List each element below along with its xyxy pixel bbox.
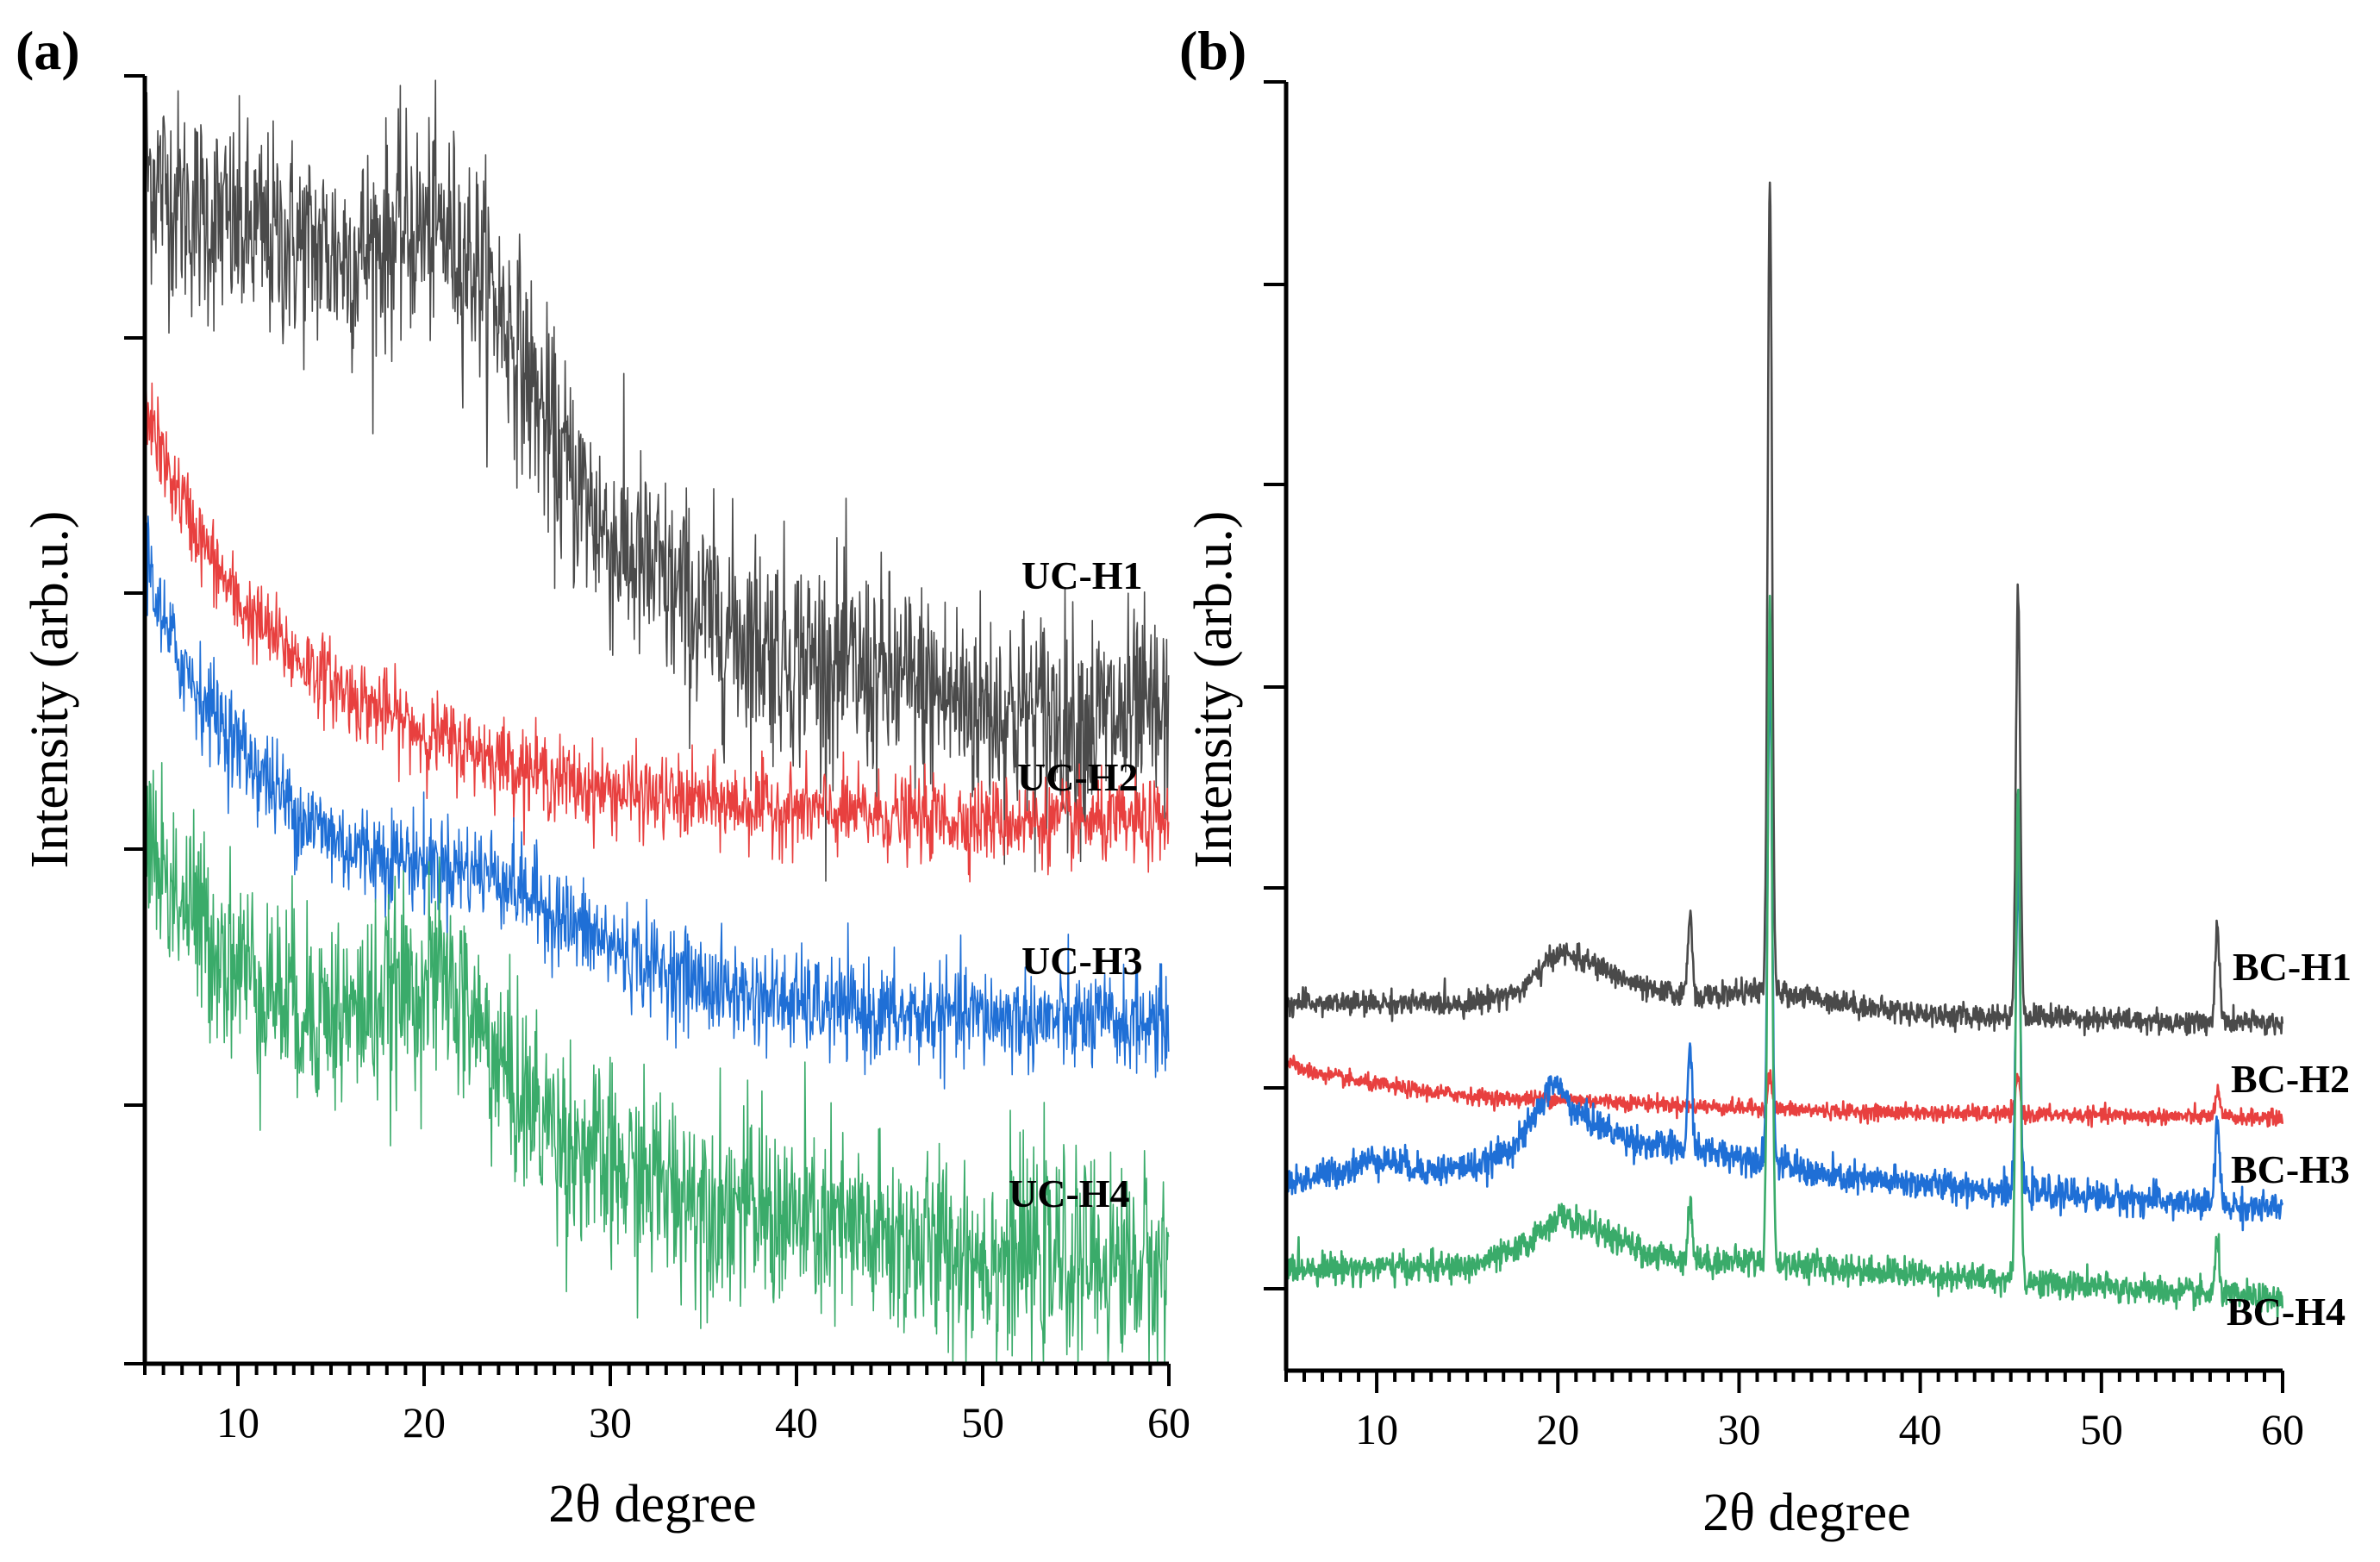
panel-b-x-tick-label: 40: [1899, 1405, 1942, 1453]
panel-b-label: (b): [1179, 20, 1246, 81]
panel-b-x-axis-title: 2θ degree: [1702, 1484, 1910, 1542]
series-label-uc-h1: UC-H1: [1021, 553, 1143, 597]
panel-a-x-axis-title: 2θ degree: [548, 1475, 756, 1534]
series-label-bc-h3: BC-H3: [2231, 1147, 2350, 1191]
panel-b-x-tick-label: 60: [2261, 1405, 2304, 1453]
trace-uc-h4: [144, 739, 1170, 1365]
series-label-uc-h2: UC-H2: [1017, 755, 1139, 799]
panel-b-x-tick-label: 50: [2080, 1405, 2123, 1453]
series-label-bc-h1: BC-H1: [2233, 945, 2352, 989]
trace-bc-h1: [1284, 181, 2284, 1037]
panel-b-y-ticks: [1264, 80, 1286, 1290]
trace-uc-h3: [144, 515, 1170, 1090]
trace-bc-h2: [1284, 1054, 2284, 1128]
panel-a-x-tick-label: 60: [1147, 1398, 1190, 1446]
trace-bc-h4: [1284, 594, 2284, 1319]
panel-a-x-tick-label: 20: [403, 1398, 446, 1446]
series-label-uc-h3: UC-H3: [1021, 939, 1143, 983]
trace-bc-h3: [1284, 648, 2284, 1232]
panel-b-x-tick-label: 10: [1355, 1405, 1398, 1453]
panel-b-bc-chart: (b) Intensity (arb.u.) 2θ degree 10 20 30 4…: [1179, 20, 2352, 1542]
panel-b-traces: [1284, 181, 2284, 1319]
panel-a-x-tick-label: 10: [216, 1398, 259, 1446]
panel-a-uc-chart: (a) Intensity (arb.u.) 2θ degree 10 20 30 4…: [16, 20, 1190, 1534]
panel-a-x-tick-label: 50: [961, 1398, 1004, 1446]
panel-b-x-ticks: 10 20 30 40 50 60: [1284, 1371, 2304, 1453]
panel-b-y-axis-title: Intensity (arb.u.): [1184, 511, 1243, 869]
series-label-uc-h4: UC-H4: [1009, 1172, 1130, 1215]
panel-a-traces: [144, 79, 1170, 1365]
panel-a-x-tick-label: 30: [589, 1398, 632, 1446]
panel-a-label: (a): [16, 20, 80, 81]
series-label-bc-h2: BC-H2: [2231, 1057, 2350, 1101]
panel-b-x-tick-label: 20: [1536, 1405, 1579, 1453]
panel-a-x-tick-label: 40: [775, 1398, 818, 1446]
trace-uc-h2: [144, 359, 1170, 883]
panel-a-y-ticks: [124, 74, 145, 1365]
panel-b-x-tick-label: 30: [1717, 1405, 1760, 1453]
panel-a-y-axis-title: Intensity (arb.u.): [21, 511, 79, 869]
trace-uc-h1: [144, 79, 1170, 882]
series-label-bc-h4: BC-H4: [2227, 1290, 2346, 1334]
panel-a-x-ticks: 10 20 30 40 50 60: [143, 1364, 1190, 1446]
